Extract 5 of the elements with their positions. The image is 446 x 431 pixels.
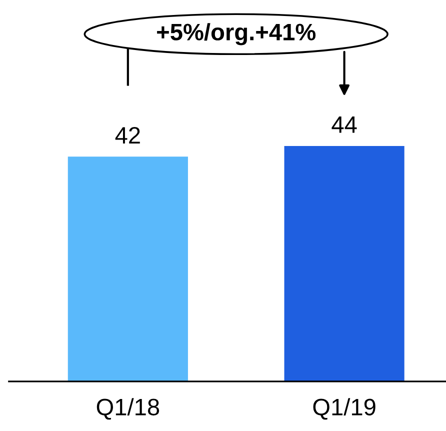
text: +5%/org.+41% — [157, 23, 316, 46]
data-label: 44 — [332, 116, 357, 133]
x-tick-label: Q1/19 — [313, 398, 376, 420]
x-tick-label: Q1/18 — [96, 398, 160, 420]
data-label: 42 — [115, 126, 140, 144]
